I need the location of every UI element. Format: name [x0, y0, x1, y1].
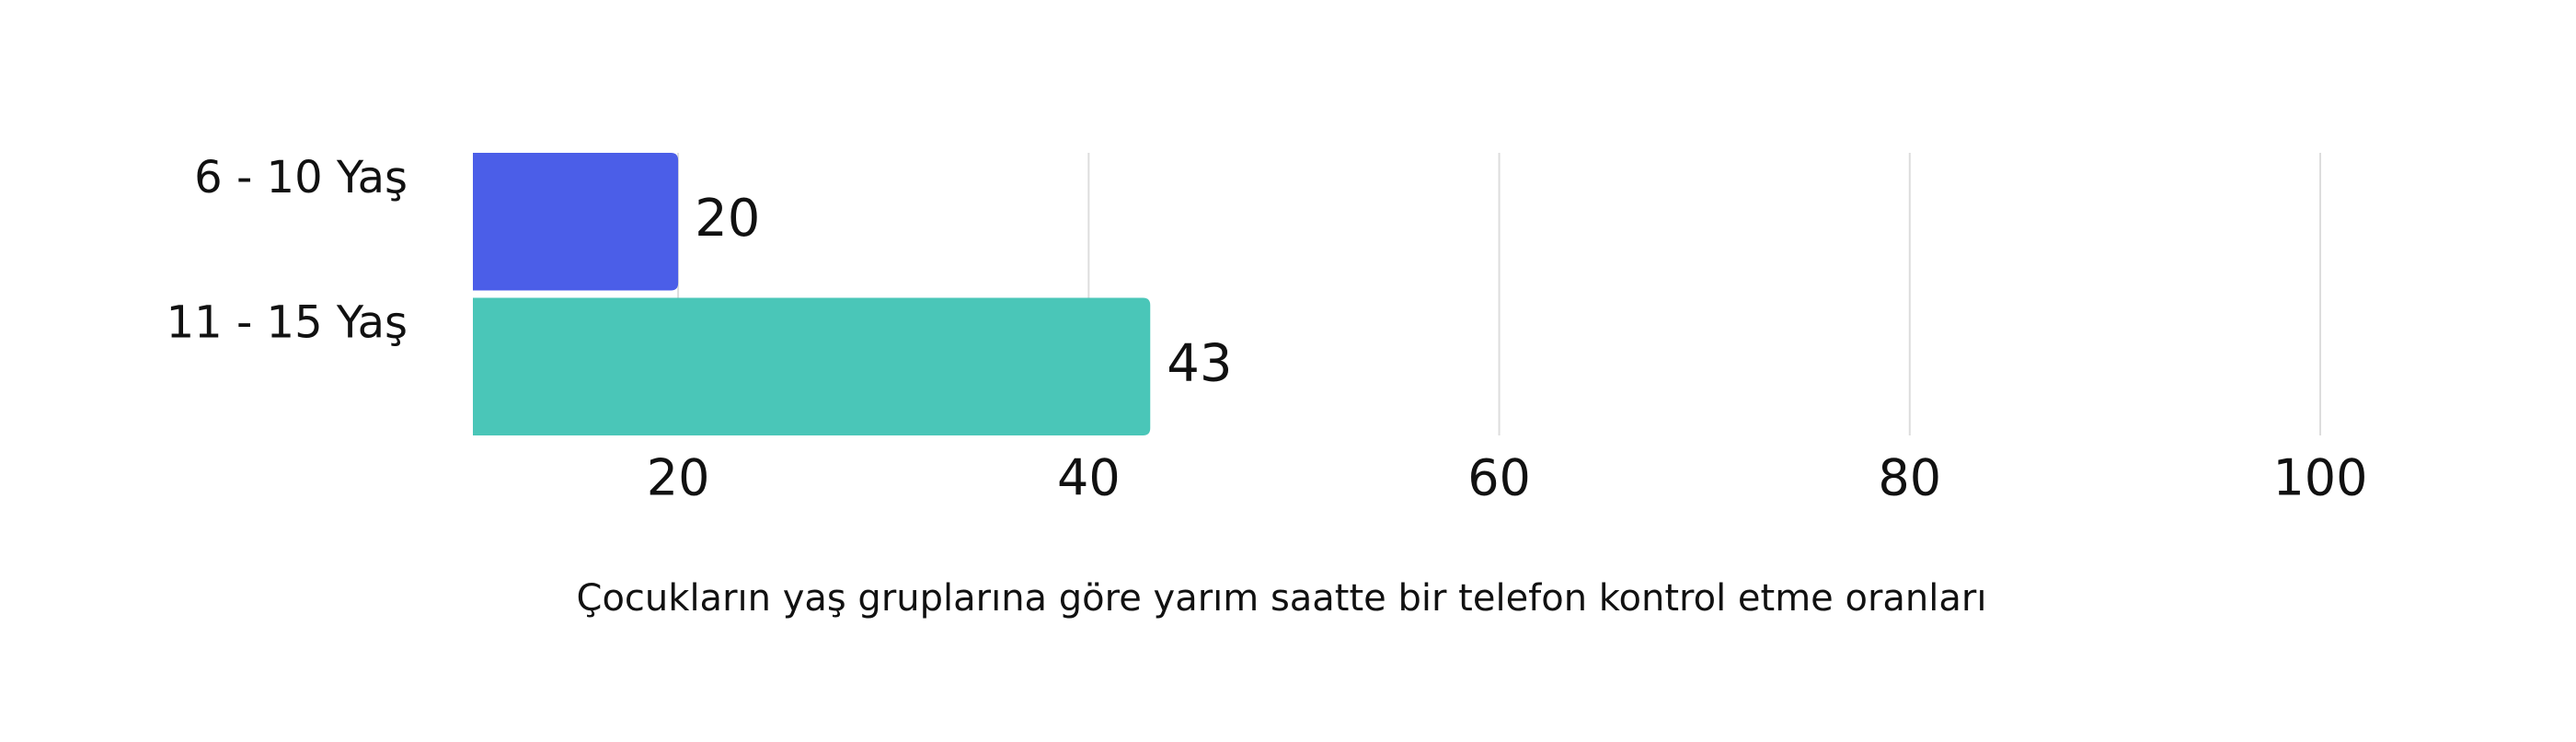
bar [473, 153, 679, 291]
value-label: 43 [1167, 333, 1232, 393]
y-tick-label: 11 - 15 Yaş [167, 297, 408, 349]
value-label: 20 [695, 189, 760, 249]
x-tick-label: 20 [647, 449, 710, 507]
y-tick-label: 6 - 10 Yaş [194, 152, 408, 203]
x-tick-label: 80 [1878, 449, 1941, 507]
chart-title: Çocukların yaş gruplarına göre yarım saa… [577, 577, 1987, 620]
x-tick-label: 100 [2272, 449, 2367, 507]
bar [473, 297, 1151, 435]
x-tick-label: 40 [1057, 449, 1121, 507]
x-tick-label: 60 [1467, 449, 1531, 507]
